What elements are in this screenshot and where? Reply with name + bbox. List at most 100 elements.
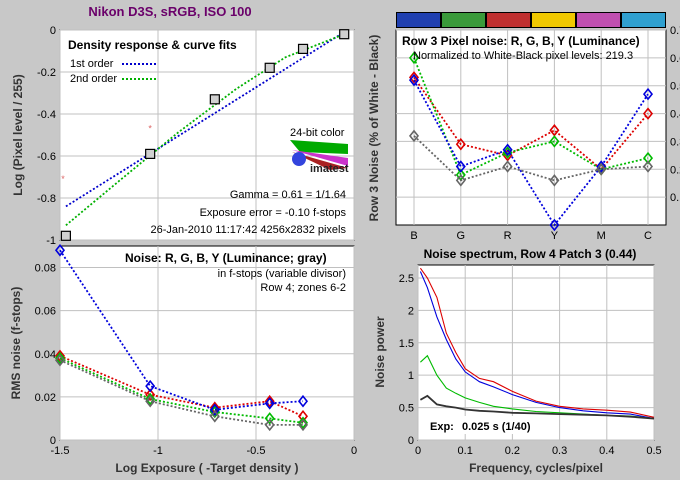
data-point <box>455 174 466 187</box>
y-tick-label: -1 <box>46 235 56 247</box>
data-point <box>264 418 275 432</box>
y-tick-label: -0.8 <box>37 193 56 205</box>
data-point <box>596 160 607 173</box>
y-tick-label: 0.7 <box>670 25 680 37</box>
y-tick-label: 0.06 <box>35 306 56 318</box>
y-tick-label: 0.04 <box>35 349 56 361</box>
data-point <box>642 87 654 101</box>
gamma-text: Gamma = 0.61 = 1/1.64 <box>230 189 346 201</box>
data-point <box>145 148 156 159</box>
logo-caption: 24-bit color <box>290 127 345 139</box>
y-tick-label: 2 <box>408 305 414 317</box>
series-line <box>413 57 649 177</box>
data-point <box>339 29 350 40</box>
chart-title: Noise spectrum, Row 4 Patch 3 (0.44) <box>424 247 637 261</box>
chart-title: Row 3 Pixel noise: R, G, B, Y (Luminance… <box>402 34 640 48</box>
y-tick-label: 0.6 <box>670 53 680 65</box>
series-line <box>65 31 345 208</box>
data-point <box>264 394 275 408</box>
data-point <box>455 137 466 151</box>
series-line <box>419 271 655 420</box>
data-point <box>502 143 513 157</box>
data-point <box>549 174 560 187</box>
y-tick-label: 0.1 <box>670 192 680 204</box>
series-line <box>59 249 304 411</box>
y-tick-label: 1 <box>408 370 414 382</box>
outlier-point: * <box>148 124 152 134</box>
data-point <box>145 379 156 393</box>
data-point <box>642 160 654 173</box>
x-axis-label: Log Exposure ( -Target density ) <box>115 461 298 475</box>
plot-area <box>395 29 667 226</box>
data-point <box>297 394 309 408</box>
y-tick-label: 0 <box>408 435 414 447</box>
data-point <box>297 416 309 430</box>
y-tick-label: -0.6 <box>37 151 56 163</box>
data-point <box>455 160 466 173</box>
data-point <box>297 43 309 55</box>
x-tick-label: 0 <box>415 445 421 457</box>
data-point <box>642 107 654 120</box>
chart-subtitle: Normalized to White-Black pixel levels: … <box>413 50 633 62</box>
data-point <box>209 403 220 417</box>
series-line <box>59 359 303 426</box>
colorbar-swatch <box>442 13 485 27</box>
y-axis-label: RMS noise (f-stops) <box>9 287 23 400</box>
imatest-logo: imatest <box>290 140 349 175</box>
y-tick-label: 0 <box>50 435 56 447</box>
series-line <box>65 33 345 226</box>
x-axis-label: Frequency, cycles/pixel <box>469 461 603 475</box>
data-point <box>642 151 654 165</box>
annotation-zones: Row 4; zones 6-2 <box>260 282 346 294</box>
footer-text: 26-Jan-2010 11:17:42 4256x2832 pixels <box>150 224 346 236</box>
chart-title: Density response & curve fits <box>68 38 237 52</box>
exposure-value: 0.025 s (1/40) <box>462 421 531 433</box>
data-point <box>209 94 220 105</box>
x-tick-label: -0.5 <box>247 445 266 457</box>
data-point <box>145 392 156 406</box>
legend-first-order: 1st order <box>70 58 114 70</box>
data-point <box>408 73 420 87</box>
y-tick-label: 0.5 <box>670 81 680 93</box>
x-tick-label: R <box>504 230 512 242</box>
data-point <box>145 394 156 408</box>
x-tick-label: M <box>597 230 606 242</box>
x-tick-label: -1.5 <box>51 445 70 457</box>
y-tick-label: 1.5 <box>399 338 414 350</box>
x-tick-label: Y <box>551 230 559 242</box>
x-tick-label: 0.4 <box>599 445 614 457</box>
data-point <box>596 163 607 176</box>
series-line <box>419 267 655 418</box>
y-tick-label: 0.08 <box>35 263 56 275</box>
y-tick-label: 0.5 <box>399 403 414 415</box>
outlier-point: * <box>61 174 65 184</box>
colorbar-swatch <box>622 13 665 27</box>
y-axis-label: Noise power <box>373 316 387 388</box>
data-point <box>54 244 66 257</box>
x-tick-label: 0 <box>351 445 357 457</box>
data-point <box>297 410 309 423</box>
logo-text: imatest <box>310 163 349 175</box>
y-tick-label: 2.5 <box>399 273 414 285</box>
series-line <box>419 394 655 420</box>
data-point <box>60 230 71 241</box>
y-tick-label: 0.4 <box>670 109 680 121</box>
data-point <box>408 51 420 65</box>
data-point <box>297 418 309 432</box>
data-point <box>502 160 513 173</box>
y-tick-label: -0.4 <box>37 109 56 121</box>
legend-second-order: 2nd order <box>70 73 117 85</box>
data-point <box>209 410 220 423</box>
y-tick-label: 0.2 <box>670 164 680 176</box>
colorbar-swatch <box>577 13 620 27</box>
plot-area <box>59 245 355 441</box>
chart-title: Noise: R, G, B, Y (Luminance; gray) <box>125 251 327 265</box>
x-tick-label: 0.3 <box>552 445 567 457</box>
main-title: Nikon D3S, sRGB, ISO 100 <box>88 4 252 19</box>
series-line <box>413 135 649 182</box>
x-tick-label: 0.2 <box>505 445 520 457</box>
